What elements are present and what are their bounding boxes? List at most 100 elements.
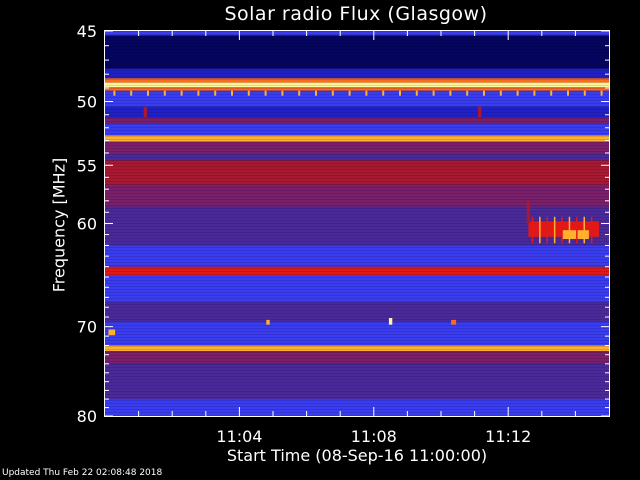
spike-7 — [231, 90, 233, 96]
texture-line-56 — [105, 199, 609, 200]
band-16 — [105, 245, 609, 267]
texture-line-70 — [105, 241, 609, 242]
band-21 — [105, 345, 609, 352]
spike-11 — [298, 90, 301, 96]
band-4 — [105, 82, 609, 88]
texture-line-76 — [105, 259, 609, 260]
texture-line-25 — [105, 106, 609, 107]
texture-line-38 — [105, 145, 609, 146]
texture-line-66 — [105, 229, 609, 230]
texture-line-123 — [105, 400, 609, 401]
band-9 — [105, 123, 609, 136]
band-7 — [105, 106, 609, 118]
texture-line-16 — [105, 79, 609, 80]
burst-7 — [388, 318, 393, 325]
band-24 — [105, 399, 609, 416]
spike-20 — [449, 90, 452, 96]
texture-line-100 — [105, 331, 609, 332]
texture-line-72 — [105, 247, 609, 248]
texture-line-117 — [105, 382, 609, 383]
texture-line-11 — [105, 64, 609, 65]
texture-line-32 — [105, 127, 609, 128]
band-17 — [105, 266, 609, 275]
spike-26 — [550, 90, 553, 96]
texture-line-122 — [105, 397, 609, 398]
texture-line-52 — [105, 187, 609, 188]
texture-line-37 — [105, 142, 609, 143]
y-tick-label-4: 70 — [77, 318, 97, 337]
texture-line-110 — [105, 361, 609, 362]
burst-1 — [562, 230, 589, 239]
texture-line-22 — [105, 97, 609, 98]
spike-21 — [466, 90, 469, 96]
texture-line-86 — [105, 289, 609, 290]
burst-striation-4 — [561, 216, 563, 244]
texture-line-20 — [105, 91, 609, 92]
burst-striation-3 — [553, 216, 556, 244]
texture-line-124 — [105, 403, 609, 404]
texture-line-120 — [105, 391, 609, 392]
spike-5 — [197, 90, 200, 96]
band-19 — [105, 302, 609, 322]
texture-line-85 — [105, 286, 609, 287]
texture-line-42 — [105, 157, 609, 158]
texture-line-12 — [105, 67, 609, 68]
texture-line-113 — [105, 370, 609, 371]
band-8 — [105, 117, 609, 124]
texture-line-55 — [105, 196, 609, 197]
texture-line-53 — [105, 190, 609, 191]
texture-line-90 — [105, 301, 609, 302]
texture-line-46 — [105, 169, 609, 170]
x-tick-label-2: 11:12 — [485, 427, 531, 446]
texture-line-9 — [105, 58, 609, 59]
texture-line-43 — [105, 160, 609, 161]
burst-striation-5 — [568, 216, 571, 244]
texture-line-4 — [105, 43, 609, 44]
texture-line-30 — [105, 121, 609, 122]
texture-line-23 — [105, 100, 609, 101]
spike-6 — [214, 90, 217, 96]
spike-18 — [415, 90, 418, 96]
band-11 — [105, 141, 609, 153]
texture-line-27 — [105, 112, 609, 113]
spike-4 — [180, 90, 183, 96]
texture-line-69 — [105, 238, 609, 239]
burst-3 — [108, 329, 116, 336]
texture-line-45 — [105, 166, 609, 167]
texture-line-28 — [105, 115, 609, 116]
spike-10 — [281, 90, 284, 96]
spike-13 — [331, 90, 334, 96]
spike-1 — [130, 90, 133, 96]
texture-line-84 — [105, 283, 609, 284]
spike-15 — [365, 90, 368, 96]
band-2 — [105, 68, 609, 79]
spike-22 — [483, 90, 485, 96]
texture-line-89 — [105, 298, 609, 299]
x-axis-label: Start Time (08-Sep-16 11:00:00) — [226, 446, 488, 465]
texture-line-93 — [105, 310, 609, 311]
texture-line-74 — [105, 253, 609, 254]
spike-23 — [499, 90, 502, 96]
texture-line-108 — [105, 355, 609, 356]
texture-line-92 — [105, 307, 609, 308]
texture-line-114 — [105, 373, 609, 374]
texture-line-48 — [105, 175, 609, 176]
burst-striation-7 — [583, 216, 585, 244]
plot-frame — [104, 30, 610, 417]
band-1 — [105, 35, 609, 69]
texture-line-104 — [105, 343, 609, 344]
texture-line-121 — [105, 394, 609, 395]
burst-4 — [143, 106, 147, 118]
texture-line-125 — [105, 406, 609, 407]
texture-line-31 — [105, 124, 609, 125]
chart-title: Solar radio Flux (Glasgow) — [224, 3, 488, 25]
texture-line-87 — [105, 292, 609, 293]
texture-line-99 — [105, 328, 609, 329]
texture-line-13 — [105, 70, 609, 71]
texture-line-10 — [105, 61, 609, 62]
texture-line-67 — [105, 232, 609, 233]
spike-28 — [583, 90, 586, 96]
texture-line-103 — [105, 340, 609, 341]
band-22 — [105, 351, 609, 364]
texture-line-51 — [105, 184, 609, 185]
